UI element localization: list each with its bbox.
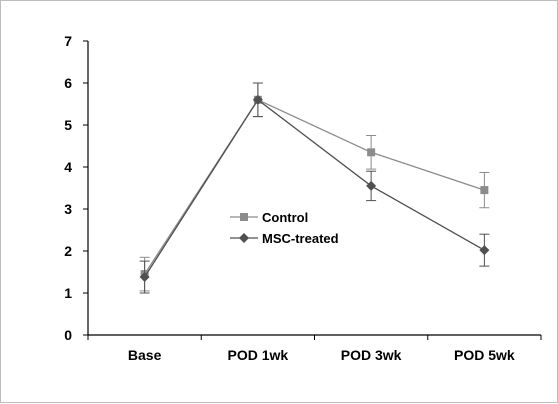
y-tick-label-3: 3 bbox=[64, 201, 72, 217]
legend-label-0: Control bbox=[262, 210, 308, 225]
series-layer bbox=[139, 82, 490, 294]
x-tick-label-3: POD 5wk bbox=[454, 347, 515, 363]
legend-label-1: MSC-treated bbox=[262, 231, 339, 246]
x-axis-ticks: Base POD 1wk POD 3wk POD 5wk bbox=[87, 335, 542, 363]
series-0 bbox=[139, 82, 490, 292]
data-point-1-3 bbox=[479, 245, 490, 256]
data-point-1-0 bbox=[139, 272, 150, 283]
data-point-1-2 bbox=[366, 180, 377, 191]
series-1 bbox=[139, 82, 490, 294]
y-axis-ticks: 0 1 2 3 4 5 6 7 bbox=[64, 33, 88, 343]
data-point-1-1 bbox=[252, 94, 263, 105]
data-point-0-3 bbox=[480, 186, 489, 195]
legend-marker-0 bbox=[240, 213, 248, 221]
x-tick-label-2: POD 3wk bbox=[341, 347, 402, 363]
y-tick-label-5: 5 bbox=[64, 117, 72, 133]
y-tick-label-0: 0 bbox=[64, 327, 72, 343]
data-point-0-2 bbox=[367, 148, 376, 157]
y-tick-label-1: 1 bbox=[64, 285, 72, 301]
series-line-1 bbox=[144, 98, 485, 278]
y-tick-label-4: 4 bbox=[64, 159, 72, 175]
y-tick-label-6: 6 bbox=[64, 75, 72, 91]
axes bbox=[87, 41, 541, 336]
x-tick-label-0: Base bbox=[128, 347, 162, 363]
legend-marker-1 bbox=[239, 233, 249, 243]
series-line-0 bbox=[144, 98, 485, 275]
y-tick-label-7: 7 bbox=[64, 33, 72, 49]
y-tick-label-2: 2 bbox=[64, 243, 72, 259]
x-tick-label-1: POD 1wk bbox=[228, 347, 289, 363]
legend: Control MSC-treated bbox=[230, 210, 339, 246]
